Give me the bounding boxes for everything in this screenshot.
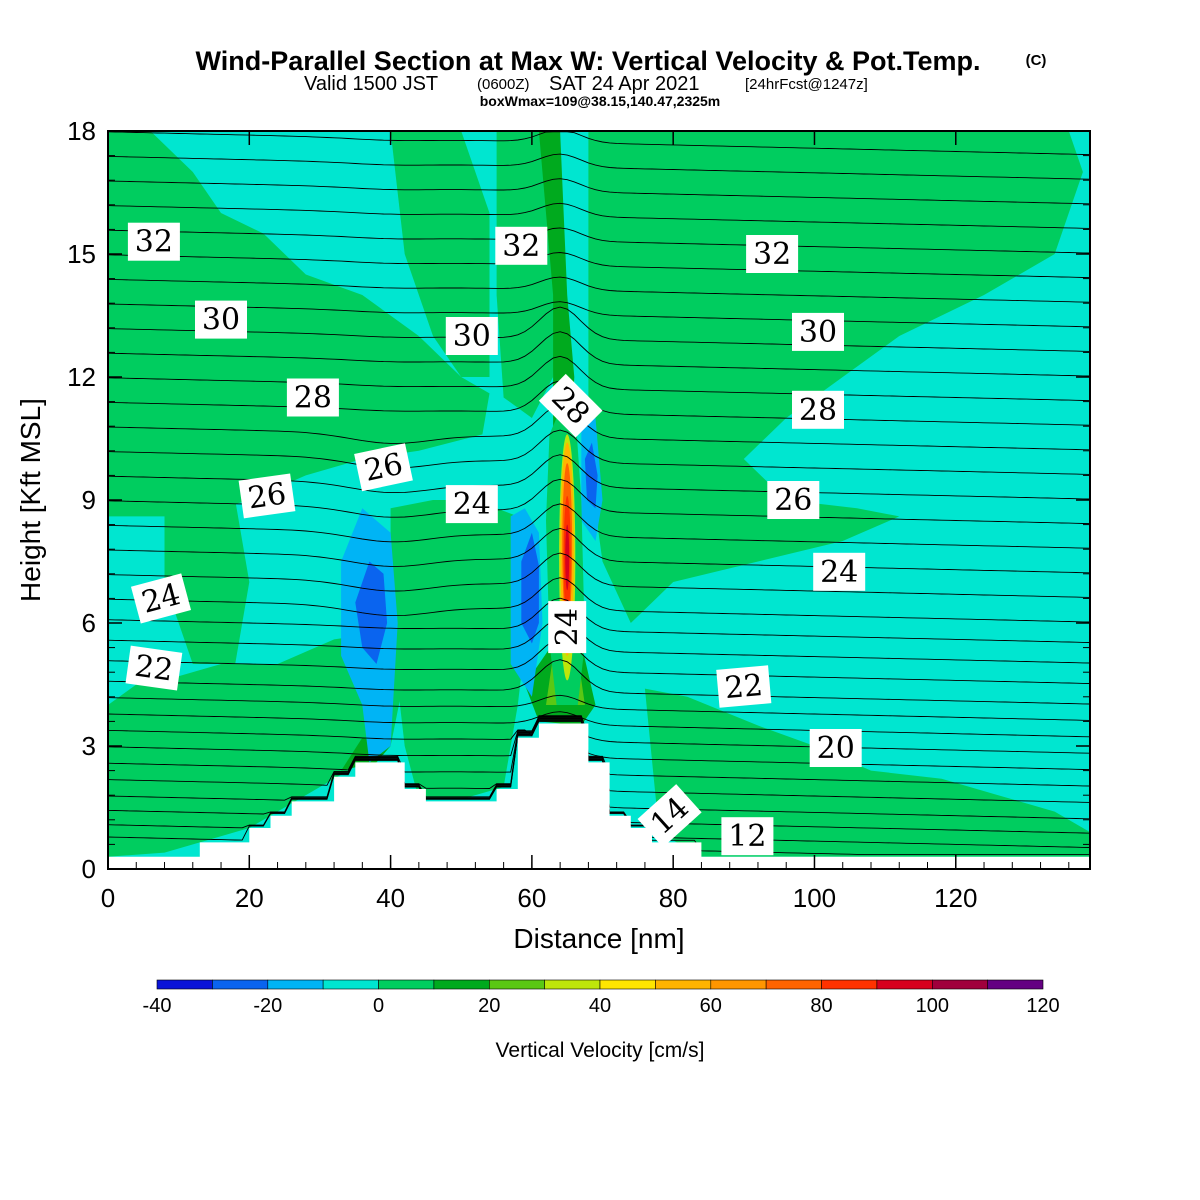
- colorbar-tick-label: -20: [253, 995, 282, 1017]
- y-tick-label: 6: [82, 608, 96, 638]
- copyright-mark: (C): [1026, 52, 1047, 69]
- colorbar-swatch: [212, 980, 267, 989]
- contour-label-text: 24: [453, 487, 491, 522]
- contour-label-28: 28: [287, 379, 339, 417]
- colorbar-tick-label: 60: [700, 995, 722, 1017]
- y-tick-label: 9: [82, 485, 96, 515]
- subtitle-utc: (0600Z): [477, 76, 530, 93]
- contour-label-text: 28: [294, 381, 332, 416]
- contour-label-26: 26: [239, 473, 296, 518]
- colorbar-tick-label: -40: [143, 995, 172, 1017]
- colorbar-swatch: [877, 980, 932, 989]
- colorbar-tick-label: 0: [373, 995, 384, 1017]
- contour-label-text: 12: [728, 819, 766, 854]
- x-tick-label: 80: [659, 883, 688, 913]
- colorbar-swatch: [489, 980, 544, 989]
- colorbar-swatch: [711, 980, 766, 989]
- contour-label-text: 30: [453, 319, 491, 354]
- contour-label-20: 20: [810, 729, 862, 767]
- colorbar-tick-label: 20: [478, 995, 500, 1017]
- contour-label-24: 24: [813, 553, 865, 591]
- contour-label-text: 30: [799, 315, 837, 350]
- y-axis-label: Height [Kft MSL]: [15, 398, 46, 602]
- chart-title: Wind-Parallel Section at Max W: Vertical…: [196, 46, 981, 76]
- x-tick-label: 0: [101, 883, 115, 913]
- colorbar-swatch: [434, 980, 489, 989]
- contour-label-26: 26: [767, 481, 819, 519]
- contour-label-text: 30: [202, 303, 240, 338]
- colorbar-tick-label: 120: [1026, 995, 1059, 1017]
- y-tick-label: 12: [67, 362, 96, 392]
- colorbar-swatch: [822, 980, 877, 989]
- contour-label-text: 32: [502, 229, 540, 264]
- contour-label-text: 24: [820, 555, 858, 590]
- contour-label-32: 32: [495, 227, 547, 265]
- contour-label-text: 24: [550, 608, 585, 646]
- colorbar-swatch: [766, 980, 821, 989]
- x-tick-label: 60: [517, 883, 546, 913]
- contour-label-30: 30: [446, 317, 498, 355]
- contour-label-text: 32: [135, 225, 173, 260]
- contour-label-24: 24: [548, 601, 586, 653]
- subtitle-forecast: [24hrFcst@1247z]: [745, 76, 868, 93]
- colorbar-tick-label: 80: [810, 995, 832, 1017]
- chart-subtitle: Valid 1500 JST (0600Z) SAT 24 Apr 2021 […: [304, 73, 868, 95]
- colorbar-swatch: [323, 980, 378, 989]
- colorbar-label: Vertical Velocity [cm/s]: [496, 1039, 705, 1062]
- colorbar-swatch: [655, 980, 710, 989]
- subtitle-valid: Valid 1500 JST: [304, 73, 438, 95]
- contour-label-text: 26: [246, 476, 289, 516]
- contour-label-text: 32: [753, 237, 791, 272]
- contour-label-22: 22: [126, 646, 183, 691]
- contour-label-text: 22: [723, 668, 764, 706]
- contour-label-32: 32: [746, 235, 798, 273]
- colorbar-swatch: [268, 980, 323, 989]
- x-axis-label: Distance [nm]: [513, 923, 684, 954]
- contour-label-12: 12: [721, 817, 773, 855]
- colorbar-tick-label: 40: [589, 995, 611, 1017]
- contour-label-text: 26: [774, 483, 812, 518]
- contour-label-32: 32: [128, 223, 180, 261]
- colorbar-swatch: [379, 980, 434, 989]
- y-tick-label: 0: [82, 854, 96, 884]
- subtitle-date: SAT 24 Apr 2021: [549, 73, 699, 95]
- contour-label-text: 20: [817, 731, 855, 766]
- contour-label-28: 28: [792, 391, 844, 429]
- colorbar-swatch: [988, 980, 1043, 989]
- x-tick-label: 40: [376, 883, 405, 913]
- colorbar-tick-label: 100: [916, 995, 949, 1017]
- colorbar-swatch: [932, 980, 987, 989]
- contour-label-22: 22: [716, 665, 771, 707]
- colorbar-swatch: [545, 980, 600, 989]
- colorbar-swatch: [157, 980, 212, 989]
- y-tick-label: 18: [67, 116, 96, 146]
- contour-label-30: 30: [792, 313, 844, 351]
- x-tick-label: 100: [793, 883, 836, 913]
- contour-label-30: 30: [195, 301, 247, 339]
- colorbar: -40 -20 0 20 40 60 80 100 120: [143, 980, 1060, 1017]
- x-tick-label: 120: [934, 883, 977, 913]
- colorbar-swatch: [600, 980, 655, 989]
- chart-subtitle-box: boxWmax=109@38.15,140.47,2325m: [480, 93, 721, 109]
- y-tick-label: 15: [67, 239, 96, 269]
- contour-label-text: 28: [799, 393, 837, 428]
- contour-label-text: 22: [132, 649, 175, 689]
- contour-label-24: 24: [446, 485, 498, 523]
- y-tick-label: 3: [82, 731, 96, 761]
- x-tick-label: 20: [235, 883, 264, 913]
